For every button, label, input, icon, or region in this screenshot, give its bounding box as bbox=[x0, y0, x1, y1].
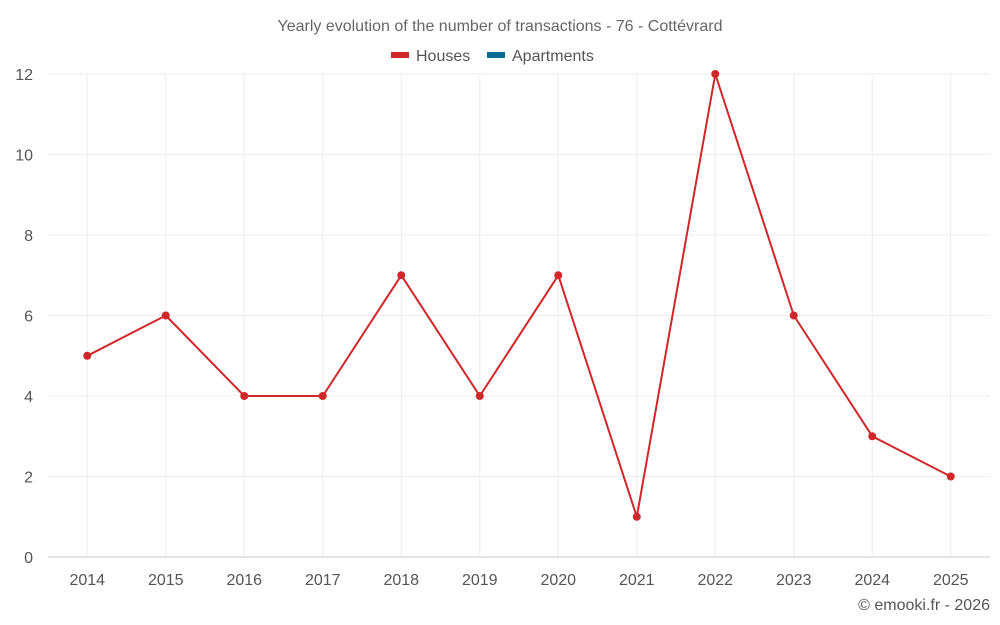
y-tick-label-4: 4 bbox=[24, 389, 33, 406]
legend-item-apartments[interactable]: Apartments bbox=[487, 48, 594, 65]
series-line-houses bbox=[86, 73, 952, 518]
x-tick-label-2022: 2022 bbox=[697, 572, 733, 589]
grid bbox=[48, 73, 990, 557]
series-group bbox=[83, 70, 955, 521]
data-point-houses-2023[interactable] bbox=[789, 311, 798, 320]
credit-text: © emooki.fr - 2026 bbox=[858, 597, 990, 614]
data-point-houses-2025[interactable] bbox=[946, 472, 955, 481]
x-tick-label-2017: 2017 bbox=[305, 572, 341, 589]
legend-item-houses[interactable]: Houses bbox=[391, 48, 470, 65]
x-tick-label-2025: 2025 bbox=[933, 572, 969, 589]
legend-label-apartments: Apartments bbox=[512, 48, 594, 65]
y-tick-label-2: 2 bbox=[24, 470, 33, 487]
y-tick-label-0: 0 bbox=[24, 550, 33, 567]
y-tick-label-6: 6 bbox=[24, 309, 33, 326]
x-tick-label-2024: 2024 bbox=[854, 572, 890, 589]
data-point-houses-2024[interactable] bbox=[868, 432, 877, 441]
data-point-houses-2020[interactable] bbox=[554, 271, 563, 280]
data-point-houses-2014[interactable] bbox=[83, 351, 92, 360]
x-axis-ticks: 2014 2015 2016 2017 2018 2019 2020 2021 2022 2023… bbox=[69, 572, 968, 589]
x-tick-label-2015: 2015 bbox=[148, 572, 184, 589]
legend-swatch-apartments bbox=[487, 52, 505, 58]
data-point-houses-2016[interactable] bbox=[240, 392, 249, 400]
data-point-houses-2019[interactable] bbox=[475, 392, 484, 400]
x-tick-label-2014: 2014 bbox=[69, 572, 105, 589]
data-point-houses-2018[interactable] bbox=[397, 271, 406, 280]
chart-title: Yearly evolution of the number of transa… bbox=[278, 18, 723, 35]
x-tick-label-2019: 2019 bbox=[462, 572, 498, 589]
data-point-houses-2022[interactable] bbox=[711, 70, 720, 78]
x-tick-label-2020: 2020 bbox=[540, 572, 576, 589]
x-tick-label-2018: 2018 bbox=[383, 572, 419, 589]
data-point-houses-2015[interactable] bbox=[161, 311, 170, 320]
legend: Houses Apartments bbox=[391, 48, 594, 65]
y-axis-ticks: 0 2 4 6 8 10 12 bbox=[15, 67, 33, 567]
x-tick-label-2021: 2021 bbox=[619, 572, 655, 589]
y-tick-label-10: 10 bbox=[15, 148, 33, 165]
y-tick-label-12: 12 bbox=[15, 67, 33, 84]
x-tick-label-2016: 2016 bbox=[226, 572, 262, 589]
legend-label-houses: Houses bbox=[416, 48, 470, 65]
x-tick-label-2023: 2023 bbox=[776, 572, 812, 589]
data-point-houses-2021[interactable] bbox=[632, 512, 641, 521]
data-point-houses-2017[interactable] bbox=[318, 392, 327, 400]
legend-swatch-houses bbox=[391, 52, 409, 58]
y-tick-label-8: 8 bbox=[24, 228, 33, 245]
